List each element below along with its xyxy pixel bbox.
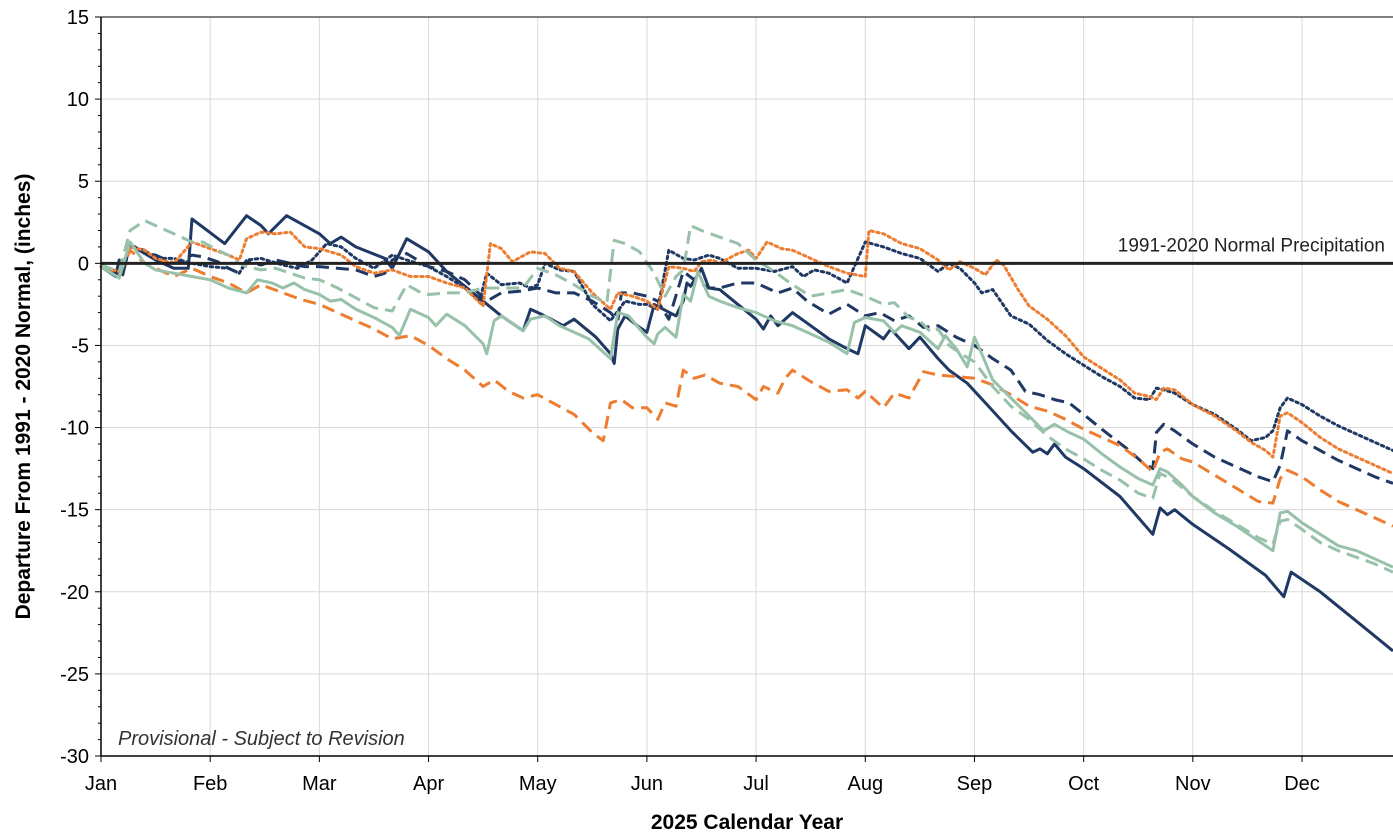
series-line-2 bbox=[100, 242, 1393, 485]
x-tick-label: Apr bbox=[413, 773, 444, 795]
series-line-7 bbox=[100, 219, 1393, 574]
tick-labels: 15 10 5 0 -5 -10 -15 -20 -25 -30 Jan Feb Mar Apr May Ju… bbox=[60, 7, 1320, 795]
series-line-4 bbox=[100, 248, 1393, 528]
series-line-6 bbox=[100, 240, 1393, 569]
x-tick-label: Feb bbox=[193, 773, 227, 795]
y-axis-title: Departure From 1991 - 2020 Normal, (inch… bbox=[12, 174, 35, 620]
y-tick-label: -20 bbox=[60, 582, 89, 604]
y-tick-label: 10 bbox=[67, 89, 89, 111]
series-lines bbox=[99, 214, 1393, 653]
axes bbox=[95, 16, 1393, 762]
y-tick-label: 15 bbox=[67, 7, 89, 29]
y-tick-label: -10 bbox=[60, 418, 89, 440]
x-axis-title: 2025 Calendar Year bbox=[651, 811, 843, 833]
x-tick-label: Mar bbox=[302, 773, 337, 795]
provisional-note: Provisional - Subject to Revision bbox=[118, 728, 405, 750]
y-tick-label: 5 bbox=[78, 171, 89, 193]
grid-lines bbox=[101, 16, 1393, 757]
x-tick-label: Dec bbox=[1284, 773, 1320, 795]
normal-precipitation-label: 1991-2020 Normal Precipitation bbox=[1118, 235, 1385, 256]
x-tick-label: Sep bbox=[957, 773, 993, 795]
x-tick-label: May bbox=[519, 773, 557, 795]
x-tick-label: Oct bbox=[1068, 773, 1100, 795]
y-tick-label: 0 bbox=[78, 253, 89, 275]
x-tick-label: Jan bbox=[85, 773, 117, 795]
y-tick-label: -5 bbox=[71, 335, 89, 357]
y-tick-label: -15 bbox=[60, 500, 89, 522]
series-line-1 bbox=[100, 214, 1393, 653]
x-tick-label: Aug bbox=[847, 773, 883, 795]
x-tick-label: Nov bbox=[1175, 773, 1211, 795]
y-tick-label: -30 bbox=[60, 746, 89, 768]
x-tick-label: Jun bbox=[631, 773, 663, 795]
x-tick-label: Jul bbox=[743, 773, 769, 795]
y-tick-label: -25 bbox=[60, 664, 89, 686]
series-line-5 bbox=[99, 229, 1393, 475]
